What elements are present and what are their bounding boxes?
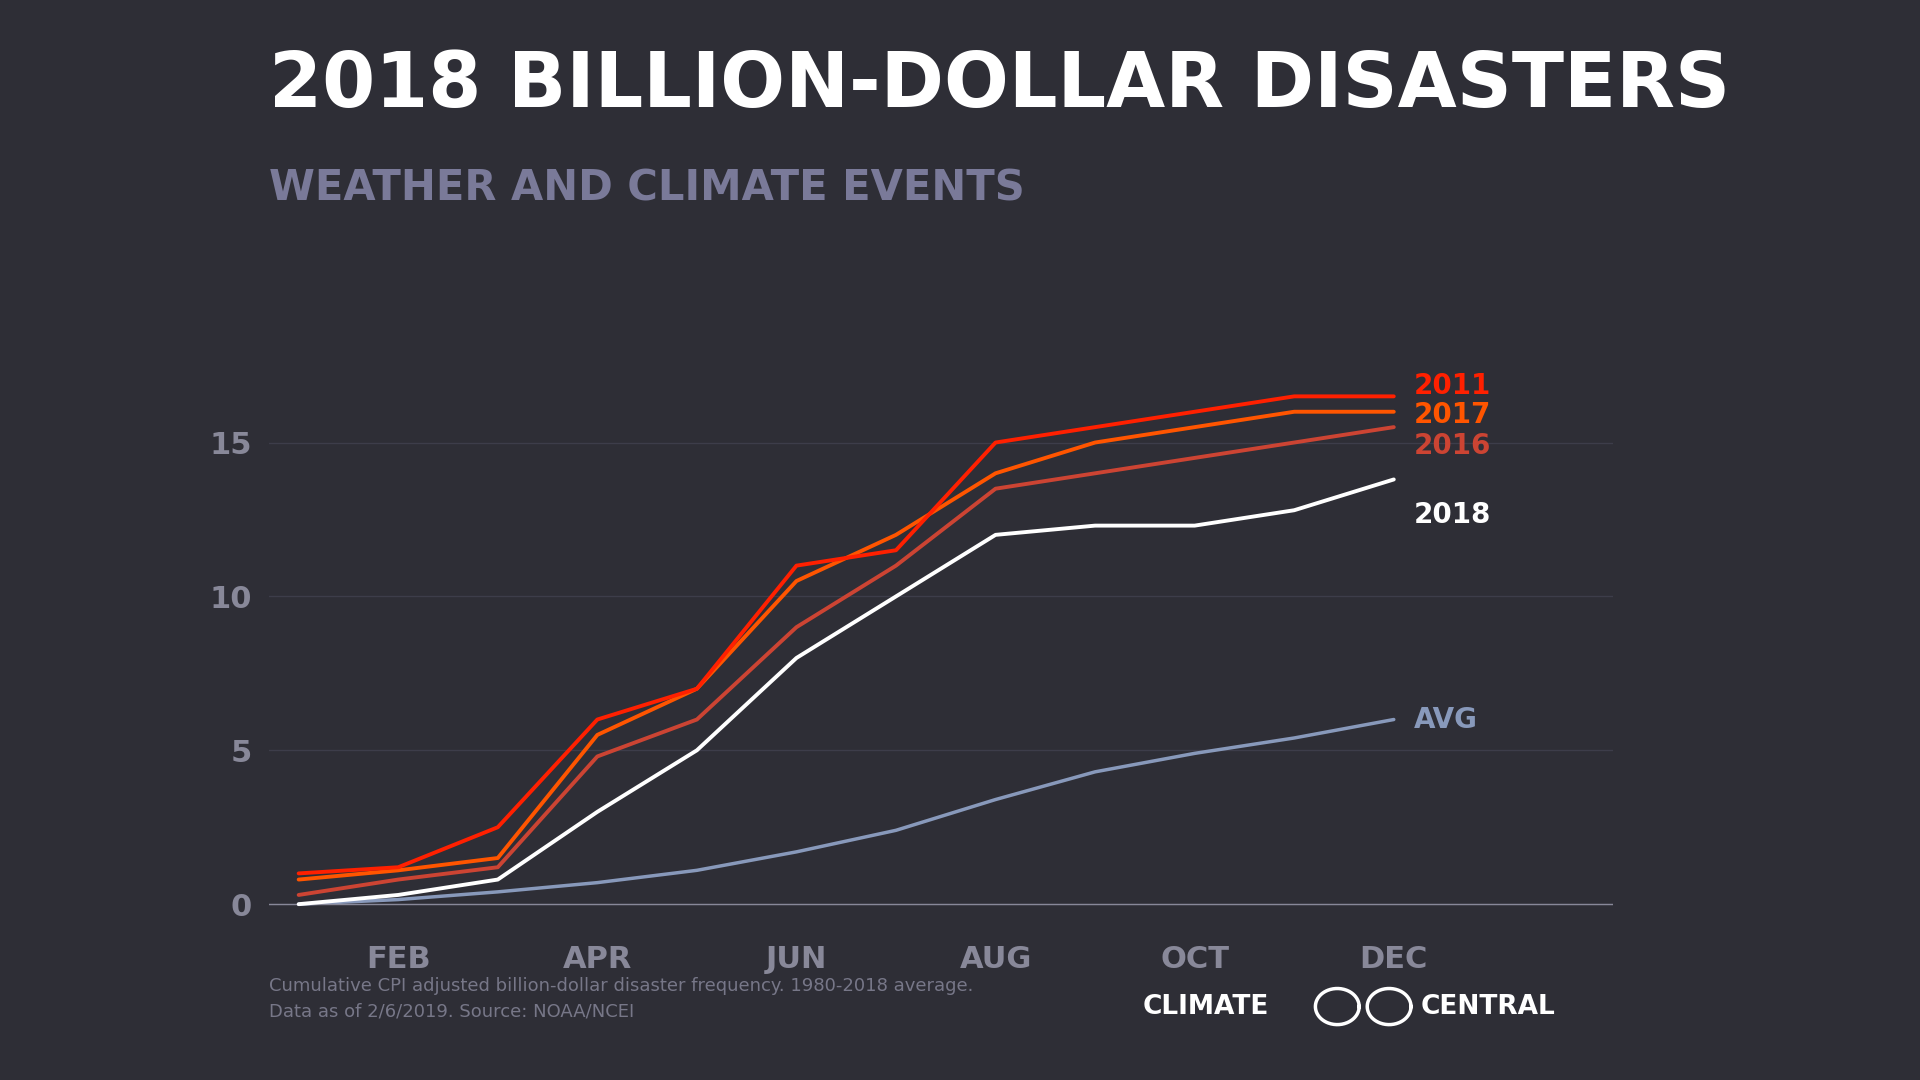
Text: AVG: AVG: [1413, 705, 1478, 733]
Text: 2018 BILLION-DOLLAR DISASTERS: 2018 BILLION-DOLLAR DISASTERS: [269, 49, 1730, 123]
Text: CLIMATE: CLIMATE: [1142, 994, 1269, 1020]
Text: CENTRAL: CENTRAL: [1421, 994, 1555, 1020]
Text: 2011: 2011: [1413, 372, 1492, 400]
Text: 2016: 2016: [1413, 432, 1492, 460]
Text: 2017: 2017: [1413, 401, 1492, 429]
Text: 2018: 2018: [1413, 501, 1492, 529]
Text: WEATHER AND CLIMATE EVENTS: WEATHER AND CLIMATE EVENTS: [269, 167, 1025, 210]
Text: Cumulative CPI adjusted billion-dollar disaster frequency. 1980-2018 average.
Da: Cumulative CPI adjusted billion-dollar d…: [269, 977, 973, 1021]
